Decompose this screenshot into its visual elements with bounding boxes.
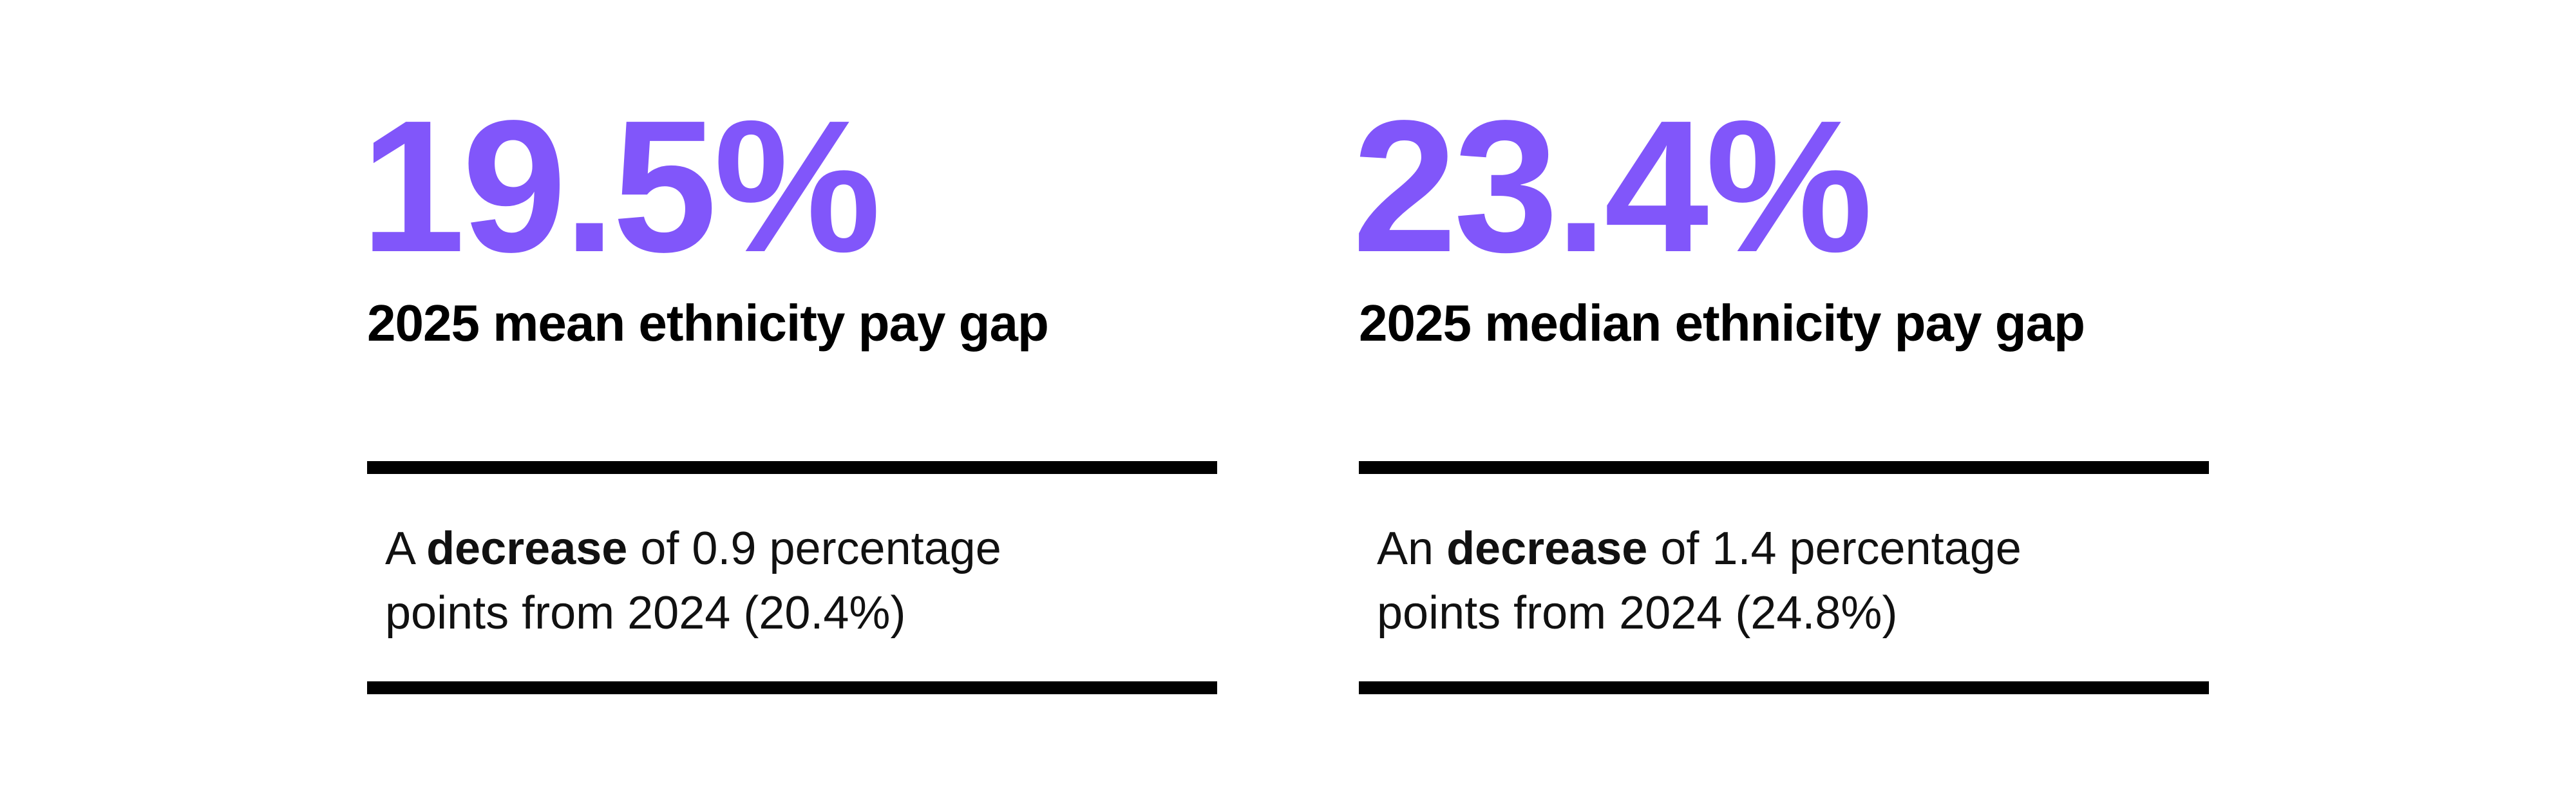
median-note-suffix: of 1.4 percentage points from 2024 (24.8… — [1377, 523, 2022, 639]
mean-bottom-divider — [367, 681, 1217, 694]
median-change-note: An decrease of 1.4 percentage points fro… — [1377, 516, 2085, 645]
stat-card-mean-pay-gap: 19.5% 2025 mean ethnicity pay gap A decr… — [361, 0, 1217, 805]
mean-note-emphasis: decrease — [426, 523, 628, 574]
median-bottom-divider — [1359, 681, 2209, 694]
median-pay-gap-label: 2025 median ethnicity pay gap — [1359, 294, 2085, 352]
mean-pay-gap-value: 19.5% — [361, 81, 881, 291]
median-note-prefix: An — [1377, 523, 1447, 574]
mean-change-note: A decrease of 0.9 percentage points from… — [385, 516, 1094, 645]
stat-card-median-pay-gap: 23.4% 2025 median ethnicity pay gap An d… — [1352, 0, 2209, 805]
mean-top-divider — [367, 461, 1217, 474]
mean-pay-gap-label: 2025 mean ethnicity pay gap — [367, 294, 1049, 352]
mean-note-prefix: A — [385, 523, 427, 574]
median-note-emphasis: decrease — [1446, 523, 1648, 574]
median-pay-gap-value: 23.4% — [1352, 81, 1873, 291]
mean-note-suffix: of 0.9 percentage points from 2024 (20.4… — [385, 523, 1001, 639]
median-top-divider — [1359, 461, 2209, 474]
